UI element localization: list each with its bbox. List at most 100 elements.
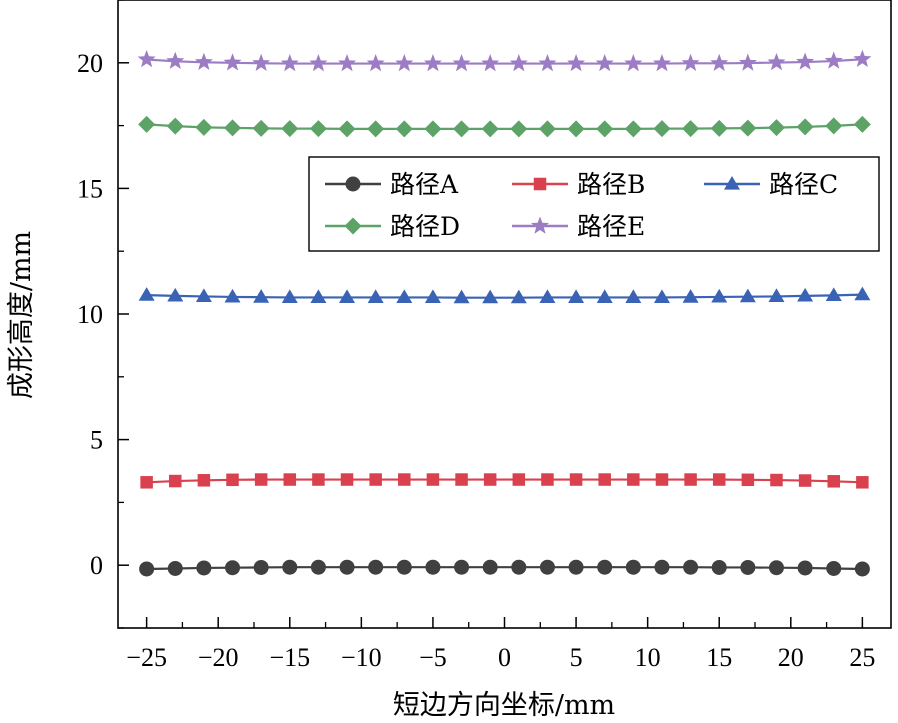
data-point (252, 119, 270, 137)
x-tick-label: 5 (570, 643, 583, 672)
data-point (740, 559, 756, 575)
data-point (195, 288, 212, 303)
data-point (826, 560, 842, 576)
x-tick-label: −25 (126, 643, 167, 672)
data-point (426, 473, 440, 486)
data-point (770, 473, 783, 487)
y-tick-label: 0 (90, 551, 103, 580)
data-point (455, 473, 468, 486)
legend-entry: 路径E (512, 212, 645, 241)
data-point (796, 118, 814, 136)
series-line (146, 293, 863, 299)
data-point (254, 473, 268, 486)
data-point (597, 559, 613, 575)
data-point (253, 559, 269, 575)
legend-entry: 路径C (704, 170, 838, 199)
data-point (568, 289, 585, 304)
data-point (767, 119, 785, 137)
series-2 (140, 473, 869, 489)
data-point (425, 559, 441, 575)
data-point (568, 559, 584, 575)
data-point (511, 559, 527, 575)
data-point (252, 53, 271, 71)
data-point (195, 118, 213, 136)
data-point (483, 473, 497, 486)
legend-box (308, 156, 880, 252)
data-point (369, 473, 382, 486)
data-point (627, 473, 640, 486)
data-point (710, 119, 728, 137)
legend-label: 路径A (390, 170, 459, 199)
data-point (310, 289, 327, 304)
data-point (225, 560, 241, 576)
data-point (366, 54, 385, 72)
data-point (197, 474, 211, 487)
data-point (481, 120, 499, 138)
data-point (396, 289, 413, 304)
legend-marker (344, 217, 362, 235)
data-point (395, 120, 413, 138)
data-point (653, 120, 671, 138)
data-point (280, 54, 299, 72)
data-point (825, 117, 843, 135)
y-tick-label: 5 (90, 426, 103, 455)
data-point (854, 561, 870, 577)
data-point (767, 53, 786, 71)
data-point (368, 559, 384, 575)
data-point (712, 473, 726, 486)
data-point (224, 119, 242, 137)
data-point (541, 473, 554, 486)
data-point (681, 53, 700, 71)
data-point (224, 288, 241, 303)
legend-label: 路径B (577, 170, 645, 199)
data-point (798, 474, 812, 487)
data-point (827, 475, 840, 488)
data-point (625, 559, 641, 575)
data-point (510, 289, 527, 304)
legend-label: 路径E (577, 212, 645, 241)
data-point (367, 289, 384, 304)
legend-entry: 路径B (512, 170, 645, 199)
data-point (454, 559, 470, 575)
data-point (312, 473, 325, 486)
x-tick-label: 20 (778, 643, 804, 672)
legend-entry: 路径D (325, 212, 460, 241)
data-point (652, 54, 671, 72)
data-point (253, 289, 270, 303)
plot-frame (117, 0, 892, 629)
data-point (482, 559, 498, 575)
data-point (682, 289, 699, 303)
series-4 (138, 115, 871, 138)
series-5 (137, 49, 872, 72)
data-point (138, 287, 155, 301)
data-point (166, 51, 185, 69)
data-point (396, 559, 412, 575)
data-point (538, 54, 557, 72)
x-tick-label: 25 (849, 643, 875, 672)
data-point (682, 120, 700, 138)
data-point (598, 473, 611, 486)
data-point (739, 119, 757, 137)
y-tick-label: 20 (77, 49, 103, 78)
data-point (510, 120, 528, 138)
data-point (194, 52, 213, 70)
data-point (768, 288, 785, 303)
data-point (854, 286, 871, 301)
x-axis-title: 短边方向坐标/mm (393, 690, 615, 721)
data-point (282, 559, 298, 575)
legend-marker (345, 176, 361, 192)
series-line (146, 478, 863, 484)
data-point (138, 115, 156, 133)
data-point (338, 120, 356, 138)
data-point (512, 473, 526, 486)
data-point (169, 474, 182, 488)
data-point (283, 473, 297, 486)
data-point (167, 560, 183, 576)
data-point (340, 473, 354, 486)
data-point (453, 289, 470, 304)
data-point (739, 288, 756, 303)
data-point (711, 288, 728, 303)
data-point (137, 50, 156, 68)
data-point (653, 289, 670, 304)
